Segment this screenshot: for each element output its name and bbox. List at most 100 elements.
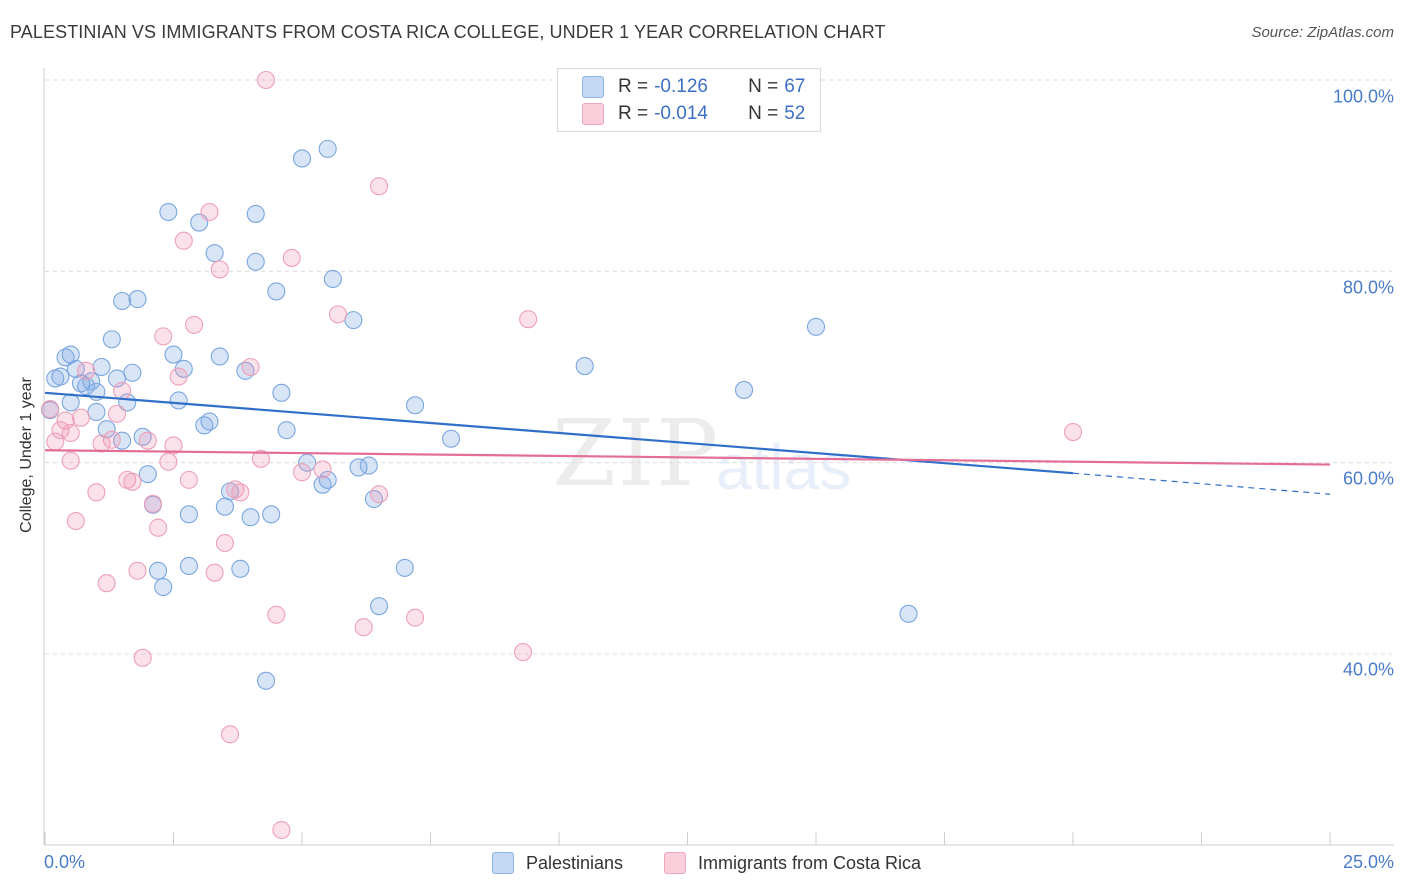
r-label: R = (618, 76, 649, 97)
blue-swatch (582, 76, 604, 98)
palestinians-points (41, 139, 918, 690)
data-point (92, 357, 111, 377)
data-point (185, 315, 204, 334)
data-point (97, 574, 116, 593)
source-label: Source: ZipAtlas.com (1251, 24, 1394, 41)
data-point (231, 483, 250, 502)
legend-label: Immigrants from Costa Rica (698, 852, 922, 873)
data-point (277, 421, 296, 440)
data-point (210, 347, 229, 366)
data-point (246, 204, 265, 223)
y-tick-label: 40.0% (1342, 659, 1394, 680)
data-point (262, 505, 281, 524)
data-point (292, 149, 312, 168)
data-point (359, 456, 378, 475)
data-point (313, 460, 332, 479)
data-point (179, 556, 198, 576)
data-point (164, 436, 183, 455)
data-point (205, 244, 224, 263)
n-label: N = (748, 76, 779, 97)
legend-row-costa-rica: R = -0.014 N = 52 (582, 101, 805, 127)
blue-swatch (492, 852, 514, 874)
data-point (200, 412, 219, 431)
data-point (179, 470, 198, 489)
data-point (61, 393, 80, 412)
data-point (513, 643, 533, 662)
data-point (102, 430, 121, 449)
data-point (97, 420, 116, 439)
data-point (395, 558, 414, 577)
r-label: R = (618, 103, 649, 124)
data-point (159, 202, 178, 222)
data-point (56, 348, 75, 367)
data-point (241, 357, 260, 377)
data-point (272, 820, 291, 840)
x-tick-label: 0.0% (44, 852, 86, 872)
y-tick-label: 100.0% (1332, 86, 1394, 107)
data-point (61, 423, 80, 443)
data-point (77, 377, 96, 396)
data-point (87, 402, 106, 422)
data-point (575, 356, 594, 376)
data-point (313, 475, 332, 494)
data-point (406, 396, 425, 415)
data-point (406, 608, 425, 627)
data-point (123, 472, 142, 491)
data-point (133, 648, 152, 667)
data-point (215, 533, 234, 553)
data-point (267, 282, 286, 301)
data-point (215, 497, 234, 516)
legend-item-palestinians[interactable]: Palestinians (492, 852, 623, 874)
pink-swatch (582, 103, 604, 125)
data-point (149, 561, 168, 580)
data-point (164, 345, 183, 364)
y-axis-label: College, Under 1 year (18, 377, 35, 533)
y-tick-label: 60.0% (1342, 468, 1394, 489)
data-point (364, 489, 384, 509)
data-point (282, 248, 301, 267)
data-point (66, 511, 85, 531)
data-point (1063, 423, 1083, 442)
legend-label: Palestinians (526, 852, 624, 873)
chart-title: PALESTINIAN VS IMMIGRANTS FROM COSTA RIC… (10, 22, 886, 42)
data-point (256, 70, 276, 90)
data-point (87, 483, 106, 502)
data-point (292, 463, 312, 482)
data-point (251, 449, 270, 468)
data-point (51, 421, 70, 440)
data-point (92, 434, 111, 453)
data-point (113, 381, 132, 400)
data-point (256, 671, 276, 690)
data-point (154, 577, 173, 597)
palestinians-trend-extension (1072, 472, 1331, 495)
data-point (128, 290, 147, 309)
n-value: 67 (784, 76, 806, 97)
x-tick-label: 25.0% (1342, 852, 1394, 872)
data-point (128, 561, 147, 580)
axes (43, 68, 1394, 846)
palestinians-trend-line (44, 391, 1074, 475)
data-point (77, 361, 96, 380)
legend-item-costa-rica[interactable]: Immigrants from Costa Rica (664, 852, 921, 874)
data-point (318, 139, 337, 158)
data-point (143, 494, 162, 513)
pink-swatch (664, 852, 686, 874)
data-point (210, 260, 229, 279)
watermark-zip: ZIP (552, 400, 721, 507)
data-point (241, 508, 260, 527)
y-tick-label: 80.0% (1342, 277, 1394, 298)
legend-row-palestinians: R = -0.126 N = 67 (582, 74, 805, 100)
data-point (71, 408, 91, 427)
data-point (61, 451, 80, 470)
data-point (179, 505, 198, 524)
data-point (267, 605, 286, 624)
data-point (734, 380, 754, 400)
data-point (82, 372, 101, 391)
data-point (61, 345, 80, 364)
data-point (323, 269, 342, 289)
data-point (344, 311, 363, 330)
data-point (231, 559, 250, 578)
watermark-atlas: atlas (716, 431, 852, 503)
trend-lines (44, 391, 1331, 495)
